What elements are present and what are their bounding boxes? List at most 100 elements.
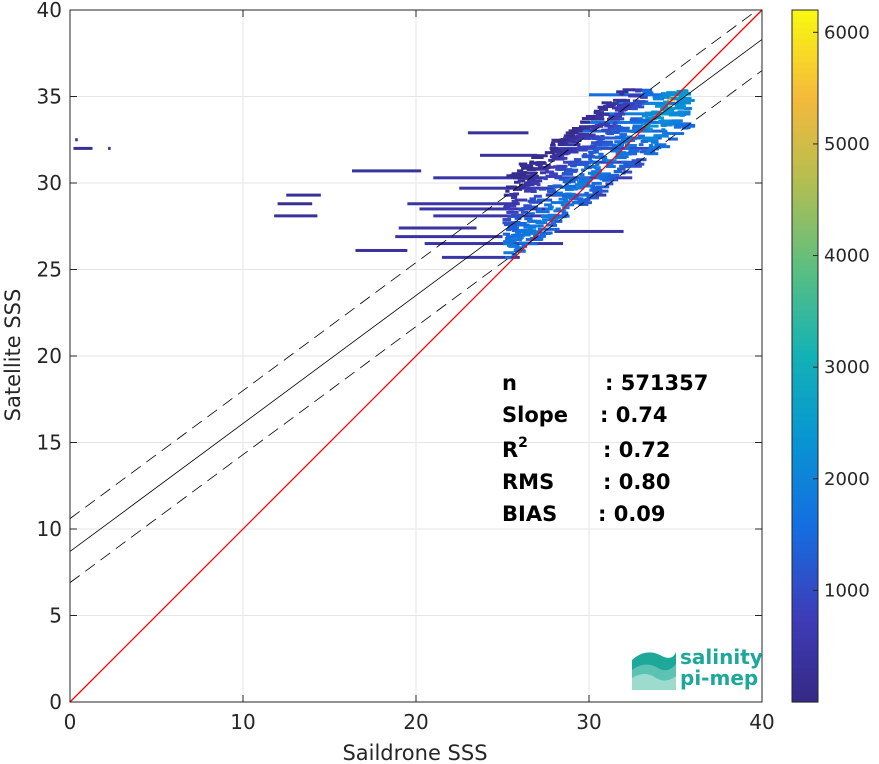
density-cell [578,193,586,197]
density-cell [600,134,605,138]
y-tick-label: 15 [37,431,62,455]
density-cell [681,101,692,105]
colorbar-segment [792,125,818,132]
density-cell [624,163,635,167]
colorbar-tick-label: 1000 [824,580,870,601]
colorbar-segment [792,211,818,219]
density-cell [652,97,665,101]
colorbar-segment [792,650,818,657]
density-cell [674,104,686,108]
density-cell [518,221,527,225]
logo-line2: pi-mep [680,666,758,690]
density-cell [644,137,659,141]
colorbar-tick-label: 3000 [824,357,870,378]
density-cell [683,106,692,110]
colorbar-segment [792,615,818,622]
density-cell [516,173,522,177]
density-cell [507,224,518,228]
density-cell [551,223,558,227]
colorbar-segment [792,27,818,34]
density-cell [548,158,555,162]
density-cell [612,121,618,125]
density-cell [589,160,594,164]
density-cell [643,151,651,155]
density-cell [510,233,521,237]
density-cell [670,97,684,101]
density-cell [526,225,535,229]
density-cell [577,148,588,152]
colorbar-segment [792,309,818,317]
density-cell [521,210,529,214]
statistics-box: n: 571357 Slope: 0.74 R2: 0.72 RMS: 0.80 BIA… [502,371,708,526]
density-cell [547,185,553,189]
colorbar-segment [792,15,818,23]
colorbar-segment [792,471,818,478]
colorbar-segment [792,402,818,409]
stat-label: BIAS [502,502,557,526]
density-cell [613,127,622,131]
density-cell [524,217,533,221]
density-cell [653,134,667,138]
colorbar-segment [792,217,818,224]
colorbar-segment [792,373,818,380]
density-cell [661,123,667,127]
density-cell [554,139,562,143]
density-cell [630,105,645,109]
density-cell [523,206,533,210]
regression-upper-line [69,9,758,519]
colorbar-segment [792,131,818,138]
density-cell [555,207,561,211]
density-cell [583,136,591,140]
density-cell [611,143,617,147]
density-cell [630,130,639,134]
density-cell [517,223,530,227]
density-cell [610,149,623,153]
density-cell [673,111,687,115]
density-cell [670,120,681,124]
density-cell [591,181,602,185]
density-cell [562,212,567,216]
colorbar-segment [792,304,818,311]
density-cell [663,100,670,104]
colorbar-segment [792,38,818,46]
colorbar-segment [792,327,818,334]
colorbar-segment [792,332,818,340]
density-cell [646,139,659,143]
density-cell [618,110,624,114]
colorbar-segment [792,494,818,501]
colorbar-segment [792,165,818,173]
density-cell [585,178,593,182]
density-cell [407,202,520,206]
density-cell [563,136,662,140]
density-cell [598,122,610,126]
density-cell [553,209,567,213]
density-cell [561,172,574,176]
density-cell [506,243,517,247]
density-cell [531,156,544,160]
density-cell [559,156,568,160]
density-cell [519,236,524,240]
density-cell [538,187,547,191]
density-cell [505,256,512,260]
density-cell [574,197,579,201]
density-cell [595,112,610,116]
density-cell [433,176,546,180]
density-cell [557,143,569,147]
density-cell [513,180,521,184]
density-cell [514,246,523,250]
density-cell [616,117,625,121]
colorbar-segment [792,223,818,230]
density-cell [590,150,597,154]
colorbar-segment [792,534,818,542]
colorbar-segment [792,252,818,259]
density-cell [552,172,559,176]
density-cell [582,193,596,197]
density-cell [539,166,551,170]
density-cell [565,131,579,135]
density-cell [536,183,541,187]
density-cell [507,203,513,207]
density-cell [424,242,564,246]
density-cell [607,173,620,177]
colorbar-segment [792,563,818,570]
density-cell [593,111,604,115]
